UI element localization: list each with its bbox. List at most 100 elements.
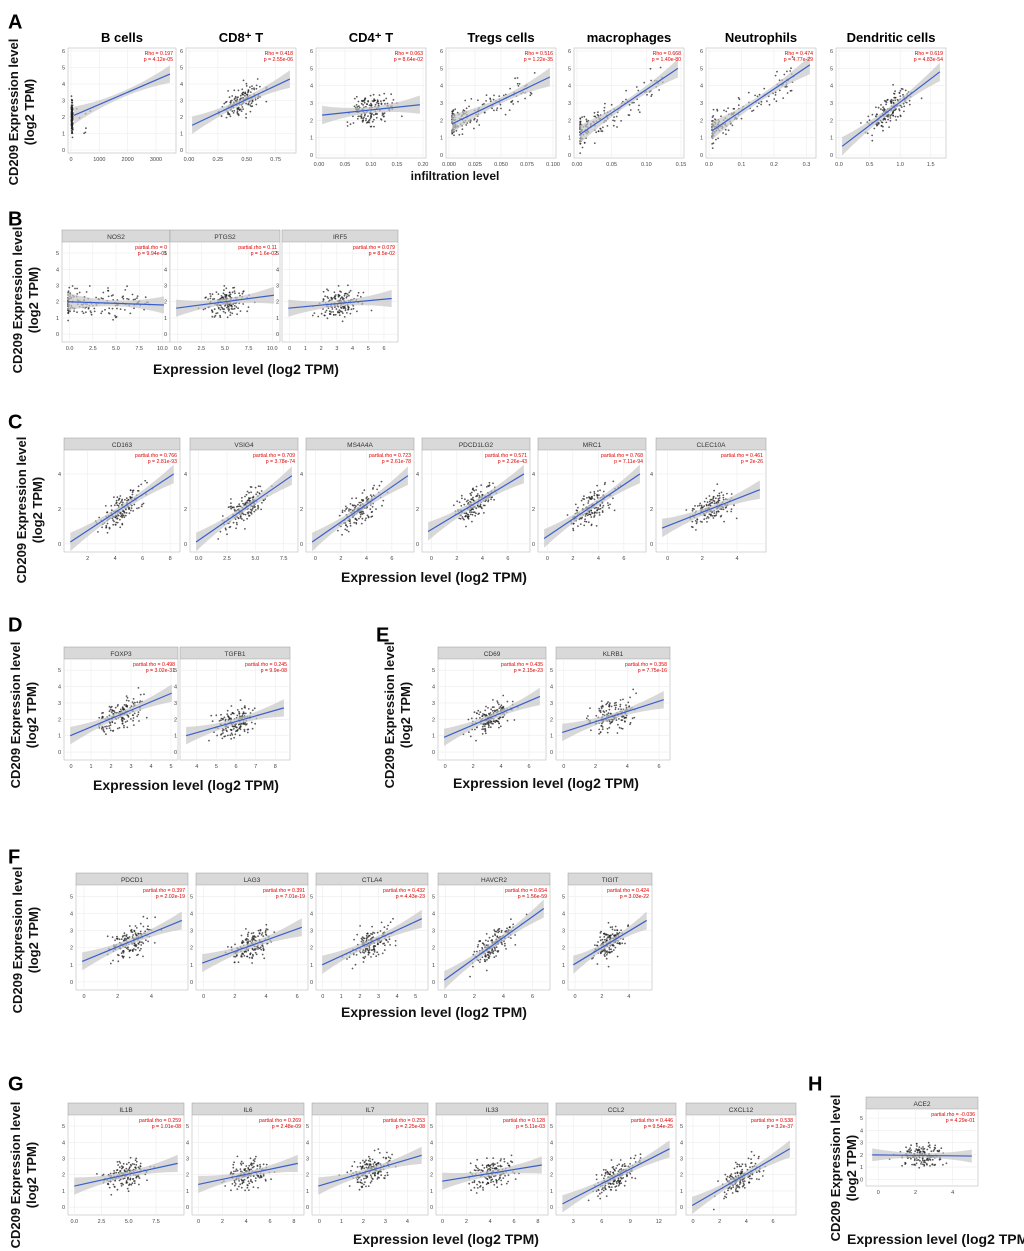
- scatter-point: [614, 706, 617, 709]
- facet-title: IRF5: [333, 234, 347, 241]
- scatter-point: [384, 944, 386, 947]
- stat-pvalue: p = 4.77e-29: [784, 57, 813, 63]
- scatter-point: [877, 106, 880, 109]
- scatter-point: [866, 132, 869, 135]
- scatter-point: [629, 721, 632, 724]
- scatter-point: [494, 934, 497, 937]
- scatter-point: [369, 494, 372, 496]
- scatter-point: [134, 298, 137, 301]
- scatter-point: [127, 948, 129, 951]
- scatter-point: [365, 117, 367, 120]
- scatter-point: [217, 293, 220, 295]
- y-tick-label: 6: [310, 49, 313, 55]
- scatter-point: [695, 529, 697, 531]
- scatter-point: [361, 492, 364, 494]
- scatter-point: [104, 725, 106, 728]
- scatter-point: [128, 950, 131, 953]
- stat-pvalue: p = 1.56e-59: [518, 894, 547, 900]
- scatter-point: [463, 503, 466, 506]
- scatter-point: [493, 929, 496, 931]
- scatter-point: [67, 319, 69, 322]
- scatter-point: [920, 97, 923, 100]
- y-tick-label: 0: [58, 542, 61, 548]
- scatter-point: [362, 940, 365, 942]
- scatter-point: [612, 949, 615, 951]
- scatter-point: [603, 106, 606, 109]
- y-tick-label: 2: [562, 946, 565, 952]
- scatter-point: [117, 954, 120, 957]
- scatter-point: [125, 1163, 128, 1166]
- scatter-point: [888, 126, 890, 128]
- scatter-point: [120, 1185, 123, 1187]
- scatter-point: [253, 510, 256, 513]
- y-tick-label: 1: [62, 132, 65, 138]
- scatter-point: [128, 512, 131, 515]
- scatter-point: [246, 511, 249, 514]
- scatter-point: [615, 719, 618, 721]
- scatter-point: [465, 107, 468, 110]
- scatter-point: [232, 308, 234, 310]
- scatter-point: [124, 514, 127, 517]
- scatter-point: [233, 1181, 236, 1184]
- x-tick-label: 6: [141, 556, 144, 562]
- scatter-point: [357, 115, 360, 118]
- scatter-point: [722, 132, 724, 134]
- scatter-point: [885, 103, 887, 106]
- scatter-point: [475, 120, 478, 123]
- facet-title: CLEC10A: [697, 442, 727, 449]
- scatter-point: [242, 303, 245, 305]
- scatter-point: [882, 106, 884, 109]
- scatter-point: [599, 932, 602, 934]
- x-tick-label: 10.0: [267, 346, 278, 352]
- scatter-point: [122, 297, 125, 300]
- scatter-point: [608, 720, 611, 723]
- scatter-point: [400, 115, 403, 118]
- scatter-point: [134, 1166, 137, 1169]
- x-tick-label: 10.0: [157, 346, 168, 352]
- scatter-point: [120, 515, 122, 518]
- scatter-point: [257, 929, 260, 932]
- scatter-point: [245, 937, 248, 940]
- scatter-point: [624, 720, 626, 723]
- y-tick-label: 4: [184, 472, 187, 478]
- scatter-point: [106, 531, 109, 534]
- scatter-point: [126, 1181, 129, 1184]
- scatter-point: [112, 729, 115, 732]
- scatter-point: [254, 98, 257, 101]
- scatter-point: [506, 719, 509, 722]
- scatter-point: [236, 313, 239, 316]
- stat-rho: partial.rho = 0.709: [253, 453, 295, 459]
- scatter-point: [224, 735, 227, 737]
- facet-title: VSIG4: [234, 442, 254, 449]
- scatter-point: [121, 516, 123, 519]
- y-tick-label: 0: [532, 542, 535, 548]
- scatter-point: [333, 314, 335, 316]
- scatter-point: [227, 309, 230, 312]
- scatter-point: [252, 949, 255, 951]
- scatter-point: [344, 307, 347, 310]
- scatter-point: [786, 70, 788, 73]
- scatter-point: [119, 1170, 121, 1173]
- y-tick-label: 3: [164, 284, 167, 290]
- scatter-point: [726, 492, 728, 495]
- scatter-point: [239, 1168, 242, 1170]
- x-tick-label: 6: [658, 764, 661, 770]
- scatter-point: [235, 729, 238, 732]
- scatter-point: [227, 946, 229, 948]
- scatter-point: [368, 947, 371, 949]
- scatter-point: [241, 500, 243, 502]
- scatter-point: [598, 494, 600, 497]
- scatter-point: [585, 118, 588, 121]
- scatter-point: [584, 515, 587, 517]
- scatter-point: [112, 523, 115, 526]
- scatter-point: [146, 917, 149, 920]
- scatter-point: [584, 518, 586, 521]
- y-tick-label: 1: [58, 734, 61, 740]
- scatter-point: [477, 944, 480, 946]
- scatter-point: [238, 715, 241, 717]
- scatter-point: [691, 509, 694, 512]
- scatter-point: [248, 956, 251, 959]
- scatter-point: [337, 529, 339, 532]
